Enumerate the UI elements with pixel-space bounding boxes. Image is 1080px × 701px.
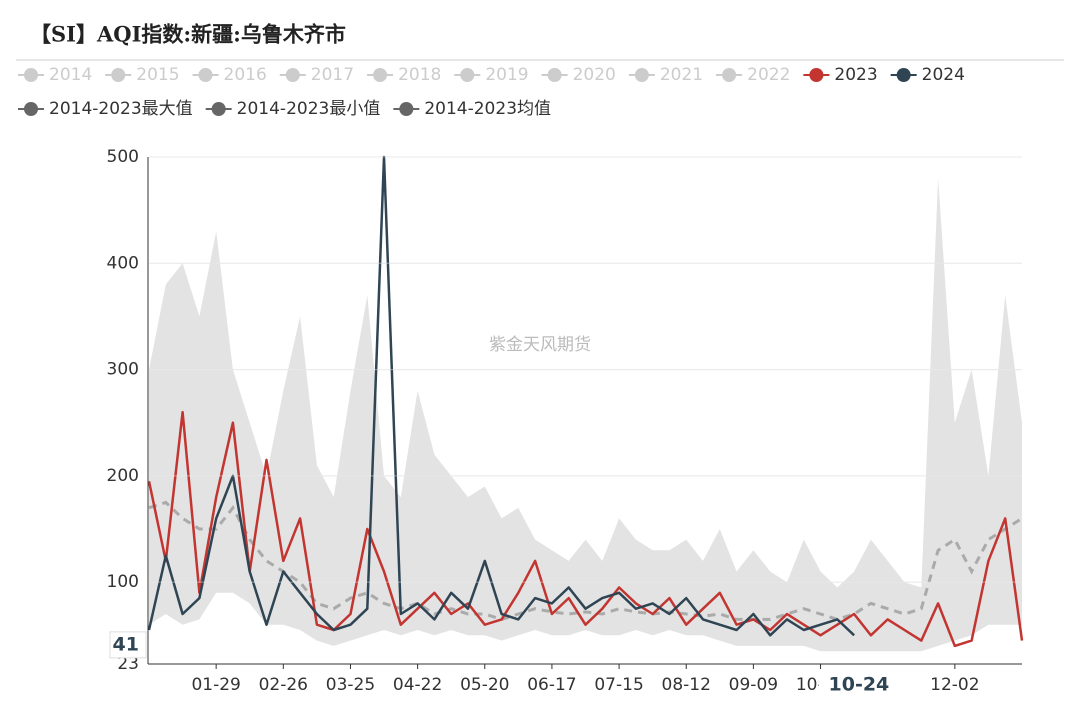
legend-icon-dot (399, 102, 414, 116)
legend-item[interactable]: 2023 (803, 65, 878, 85)
legend-item[interactable]: 2017 (279, 65, 354, 85)
y-tick-label: 200 (107, 466, 139, 486)
x-tick-label: 09-09 (729, 675, 778, 695)
legend-item[interactable]: 2015 (105, 65, 180, 85)
pointer-y-box (109, 631, 147, 659)
legend-icon-dot (24, 68, 38, 82)
legend-icon-dot (722, 68, 737, 82)
legend-text: 2014-2023最小值 (237, 99, 381, 119)
pointer-x-box (818, 670, 899, 700)
x-tick-label: 05-20 (460, 675, 509, 695)
series-line (147, 410, 1024, 648)
legend-text: 2018 (398, 65, 441, 85)
legend-text: 2024 (922, 65, 965, 85)
legend-text: 2021 (660, 65, 703, 85)
y-tick-label: 100 (107, 572, 139, 592)
legend-text: 2022 (747, 65, 790, 85)
legend-icon-dot (285, 68, 300, 82)
legend-text: 2023 (834, 65, 877, 85)
series-line (147, 155, 855, 637)
legend-item[interactable]: 2016 (192, 65, 267, 85)
legend-icon-dot (460, 68, 475, 82)
watermark: 紫金天风期货 (489, 335, 591, 355)
legend-icon-dot (373, 68, 388, 82)
legend-item[interactable]: 2014-2023最小值 (205, 99, 381, 119)
min-area (149, 592, 1022, 664)
legend-text: 2014-2023均值 (424, 99, 551, 119)
legend-text: 2019 (485, 65, 528, 85)
legend-text: 2016 (224, 65, 267, 85)
x-tick-label: 06-17 (527, 675, 576, 695)
legend-item[interactable]: 2018 (367, 65, 441, 85)
legend-icon-dot (547, 68, 562, 82)
pointer-y-label: 41 (113, 633, 139, 655)
legend-text: 2015 (136, 65, 179, 85)
pointer-x-label: 10-24 (829, 674, 890, 696)
legend-item[interactable]: 2024 (890, 65, 965, 85)
legend-item[interactable]: 2014 (18, 65, 92, 85)
x-tick-label: 07-15 (594, 675, 643, 695)
legend-item[interactable]: 2021 (628, 65, 703, 85)
y-tick-label: 23 (117, 654, 139, 674)
x-tick-label: 01-29 (191, 675, 240, 695)
legend-text: 2014 (49, 65, 92, 85)
legend-item[interactable]: 2020 (541, 65, 616, 85)
y-tick-label: 300 (107, 360, 139, 380)
legend-icon-dot (211, 102, 226, 116)
y-tick-label: 400 (107, 253, 139, 273)
x-tick-label: 02-26 (259, 675, 308, 695)
x-tick-label: 03-25 (326, 675, 375, 695)
legend-text: 2017 (311, 65, 354, 85)
x-tick-label: 08-12 (662, 675, 711, 695)
x-tick-label: 12-02 (930, 675, 979, 695)
legend-text: 2014-2023最大值 (49, 99, 193, 119)
legend-item[interactable]: 2022 (716, 65, 790, 85)
x-tick-label: 04-22 (393, 675, 442, 695)
legend-icon-dot (198, 68, 213, 82)
legend-item[interactable]: 2014-2023最大值 (18, 99, 193, 119)
mean-line (148, 500, 1023, 621)
legend-icon-dot (809, 68, 824, 82)
legend-text: 2020 (573, 65, 616, 85)
legend-icon-dot (896, 68, 911, 82)
legend-icon-dot (634, 68, 649, 82)
max-area (149, 178, 1022, 665)
legend-icon-dot (111, 68, 126, 82)
chart-title: 【SI】AQI指数:新疆:乌鲁木齐市 (30, 22, 346, 47)
legend-item[interactable]: 2019 (454, 65, 529, 85)
legend-icon-dot (24, 102, 38, 116)
legend-item[interactable]: 2014-2023均值 (393, 99, 551, 119)
y-tick-label: 500 (107, 147, 139, 167)
